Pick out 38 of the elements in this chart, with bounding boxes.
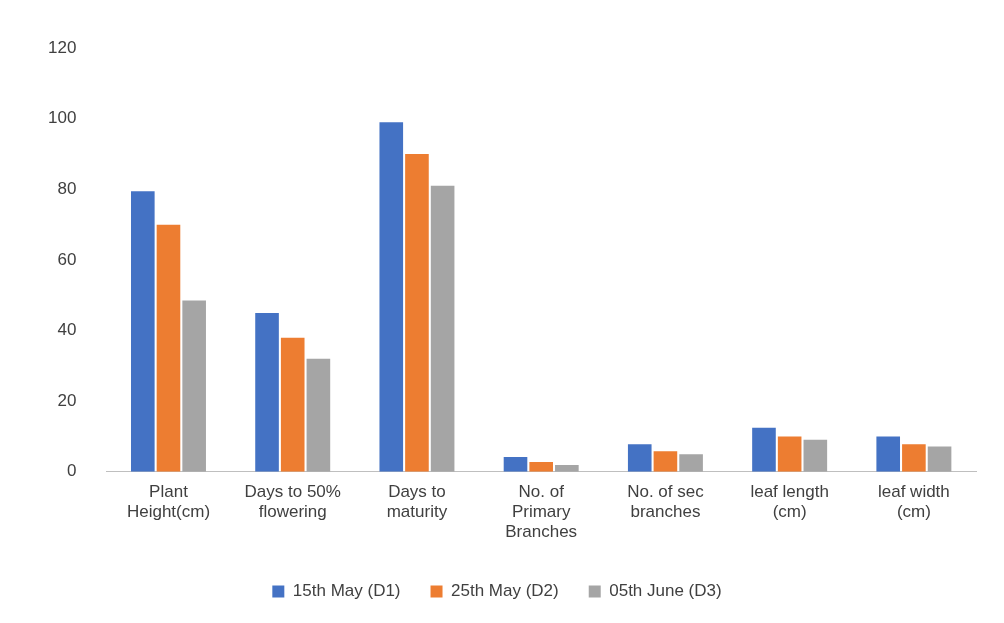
bar bbox=[927, 446, 952, 472]
y-tick-label: 20 bbox=[57, 390, 77, 410]
bar bbox=[555, 465, 579, 472]
bar bbox=[131, 191, 155, 472]
bar bbox=[902, 444, 926, 472]
x-tick-label: leaf width (cm) bbox=[877, 481, 950, 522]
bar bbox=[777, 436, 802, 472]
x-tick-label: No. of Primary Branches bbox=[505, 481, 578, 542]
x-tick-label: Days to 50% flowering bbox=[244, 481, 341, 522]
bar bbox=[182, 300, 206, 472]
bar bbox=[752, 427, 776, 472]
y-tick-label: 80 bbox=[57, 179, 77, 199]
bar bbox=[803, 439, 828, 472]
legend-label: 25th May (D2) bbox=[451, 581, 559, 601]
bar bbox=[529, 461, 553, 472]
legend-label: 15th May (D1) bbox=[292, 581, 401, 601]
bar bbox=[255, 312, 279, 472]
bar bbox=[876, 436, 901, 472]
y-tick-label: 0 bbox=[66, 461, 77, 481]
legend-label: 05th June (D3) bbox=[609, 581, 722, 601]
bar bbox=[503, 456, 528, 472]
bar bbox=[405, 154, 429, 472]
y-tick-label: 100 bbox=[47, 108, 77, 128]
x-tick-label: leaf length (cm) bbox=[750, 481, 829, 522]
y-tick-label: 120 bbox=[47, 37, 77, 57]
bar bbox=[156, 224, 181, 472]
bar bbox=[430, 185, 455, 472]
bar bbox=[627, 444, 652, 472]
x-tick-label: No. of sec branches bbox=[627, 481, 705, 522]
bar bbox=[280, 337, 305, 472]
bar bbox=[379, 122, 404, 472]
x-tick-label: Plant Height(cm) bbox=[126, 481, 211, 522]
bar bbox=[306, 358, 331, 472]
y-tick-label: 40 bbox=[57, 320, 77, 340]
bar bbox=[679, 454, 703, 472]
x-tick-label: Days to maturity bbox=[386, 481, 448, 522]
bar bbox=[653, 451, 678, 472]
y-tick-label: 60 bbox=[57, 249, 77, 269]
